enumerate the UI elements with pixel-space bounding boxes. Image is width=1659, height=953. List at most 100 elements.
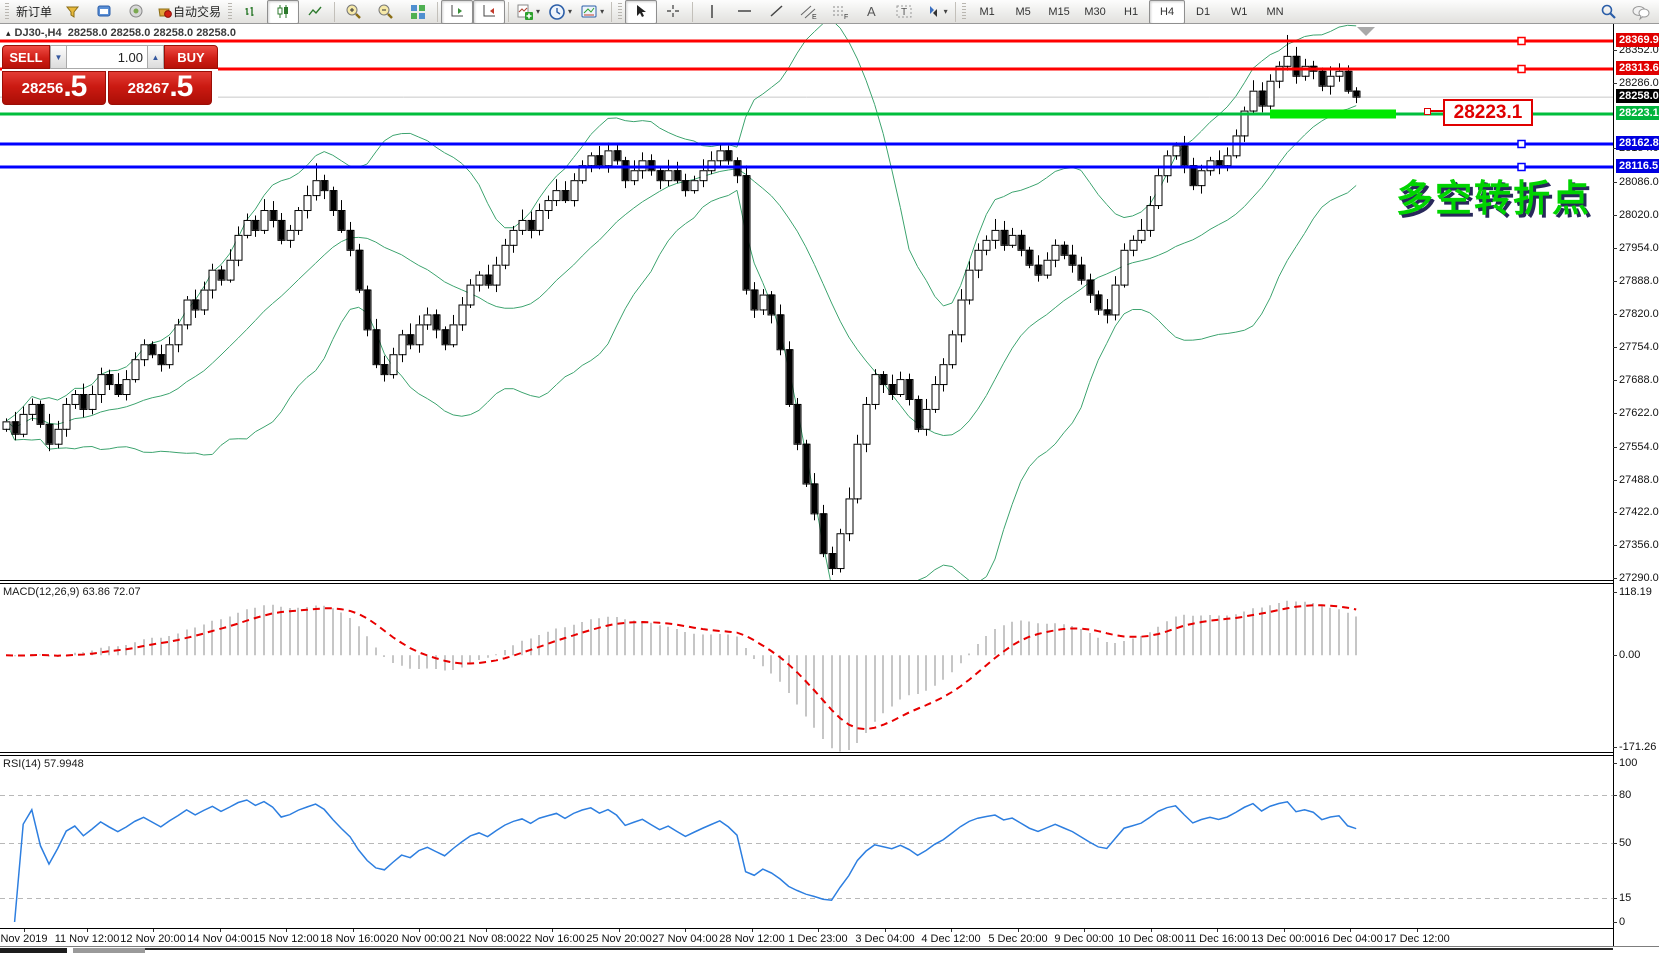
time-tick-mark (685, 929, 686, 932)
line-chart-icon[interactable] (299, 0, 331, 24)
time-axis-label: 11 Dec 16:00 (1184, 933, 1250, 945)
indicators-icon[interactable]: ▾ (512, 0, 544, 24)
main-chart-canvas[interactable] (0, 24, 1613, 580)
timeframe-button-m15[interactable]: M15 (1048, 5, 1070, 18)
panel-separator[interactable] (0, 752, 1613, 753)
zoom-out-icon[interactable] (370, 0, 402, 24)
time-tick-mark (1018, 929, 1019, 932)
equidistant-channel-icon[interactable]: E (792, 0, 824, 24)
new-order-button[interactable]: 新订单 (12, 0, 56, 24)
horizontal-line-icon[interactable] (728, 0, 760, 24)
chart-shift-marker[interactable] (1357, 27, 1375, 36)
volume-increase-button[interactable]: ▲ (147, 45, 164, 69)
svg-text:E: E (812, 14, 817, 20)
buy-button[interactable]: BUY (164, 45, 218, 69)
price-tick-label: 28286.0 (1619, 77, 1659, 89)
time-axis-label: 17 Dec 12:00 (1384, 933, 1450, 945)
timeframe-button-d1[interactable]: D1 (1196, 5, 1211, 18)
price-callout-anchor[interactable] (1424, 108, 1431, 115)
macd-panel-canvas[interactable] (0, 584, 1613, 752)
sell-price-pips: .5 (63, 70, 87, 103)
price-tick-label: 27488.0 (1619, 474, 1659, 486)
cursor-icon[interactable] (625, 0, 658, 24)
sell-price-button[interactable]: 28256.5 (2, 71, 106, 105)
price-tick-label: 27954.0 (1619, 242, 1659, 254)
timeframe-button-m5[interactable]: M5 (1015, 5, 1031, 18)
time-tick-mark (818, 929, 819, 932)
auto-trading-button[interactable]: 自动交易 (152, 0, 225, 24)
bottom-strip-dark-segment (0, 948, 67, 953)
time-tick-mark (153, 929, 154, 932)
time-tick-mark (619, 929, 620, 932)
arrows-icon[interactable]: ▾ (920, 0, 952, 24)
price-tick-mark (1613, 182, 1617, 183)
price-tick-label: 28086.0 (1619, 176, 1659, 188)
auto-scroll-icon[interactable] (441, 0, 474, 24)
templates-icon[interactable]: ▾ (576, 0, 608, 24)
candlestick-chart-icon[interactable] (267, 0, 300, 24)
terminal-icon[interactable] (88, 0, 120, 24)
rsi-panel-canvas[interactable] (0, 756, 1613, 928)
timeframe-button-m1[interactable]: M1 (979, 5, 995, 18)
price-tick-label: 27356.0 (1619, 539, 1659, 551)
timeframe-button-h4[interactable]: H4 (1149, 0, 1186, 24)
timeframe-button-mn[interactable]: MN (1266, 5, 1284, 18)
data-window-icon[interactable] (56, 0, 88, 24)
crosshair-icon[interactable] (657, 0, 689, 24)
panel-separator[interactable] (0, 580, 1613, 581)
toolbar-grip (5, 2, 9, 21)
bottom-strip (0, 946, 1659, 953)
price-tick-mark (1613, 281, 1617, 282)
timeframe-button-h1[interactable]: H1 (1124, 5, 1139, 18)
price-line-tag: 28258.0 (1616, 89, 1659, 103)
price-tick-label: 27820.0 (1619, 308, 1659, 320)
price-tick-mark (1613, 898, 1617, 899)
text-icon[interactable]: A (856, 0, 888, 24)
price-callout-label[interactable]: 28223.1 (1443, 99, 1533, 126)
time-tick-mark (1350, 929, 1351, 932)
vertical-line-icon[interactable] (696, 0, 728, 24)
volume-decrease-button[interactable]: ▼ (50, 45, 67, 69)
periods-icon[interactable]: ▾ (544, 0, 576, 24)
rsi-name: RSI(14) (3, 758, 41, 770)
annotation-text[interactable]: 多空转折点 (1396, 178, 1591, 219)
chart-shift-icon[interactable] (473, 0, 506, 24)
toolbar-separator (692, 1, 694, 22)
rsi-label: RSI(14) 57.9948 (3, 758, 84, 770)
time-axis-label: 3 Dec 04:00 (855, 933, 915, 945)
time-tick-mark (486, 929, 487, 932)
search-icon[interactable] (1593, 0, 1625, 24)
text-label-icon[interactable]: T (888, 0, 920, 24)
panel-separator[interactable] (0, 583, 1613, 584)
macd-values: 63.86 72.07 (82, 586, 141, 598)
price-tick-mark (1613, 148, 1617, 149)
fibonacci-icon[interactable]: F (824, 0, 856, 24)
price-tick-mark (1613, 843, 1617, 844)
strategy-tester-icon[interactable] (120, 0, 152, 24)
svg-text:F: F (844, 14, 848, 20)
price-tick-mark (1613, 480, 1617, 481)
time-axis-label: 20 Nov 00:00 (386, 933, 452, 945)
tile-windows-icon[interactable] (402, 0, 434, 24)
macd-name: MACD(12,26,9) (3, 586, 80, 598)
one-click-trading-panel: SELL ▼ ▲ BUY 28256.5 28267.5 (2, 45, 218, 105)
zoom-in-icon[interactable] (338, 0, 370, 24)
rsi-panel-bottom-border (0, 928, 1614, 929)
sell-button[interactable]: SELL (2, 45, 50, 69)
time-axis[interactable]: Nov 2019 11 Nov 12:00 12 Nov 20:00 14 Nov 0… (0, 929, 1613, 946)
timeframe-button-m30[interactable]: M30 (1084, 5, 1106, 18)
price-tick-mark (1613, 215, 1617, 216)
panel-separator[interactable] (0, 755, 1613, 756)
time-tick-mark (1151, 929, 1152, 932)
volume-input[interactable] (67, 45, 147, 69)
price-tick-mark (1613, 545, 1617, 546)
price-tick-label: 28020.0 (1619, 209, 1659, 221)
chart-title: ▴ DJ30-,H4 28258.0 28258.0 28258.0 28258.… (6, 27, 236, 39)
time-axis-label: 28 Nov 12:00 (719, 933, 785, 945)
buy-price-button[interactable]: 28267.5 (108, 71, 212, 105)
chat-icon[interactable] (1625, 0, 1657, 24)
dropdown-caret: ▾ (600, 7, 605, 16)
trendline-icon[interactable] (760, 0, 792, 24)
bar-chart-icon[interactable] (235, 0, 267, 24)
timeframe-button-w1[interactable]: W1 (1230, 5, 1248, 18)
